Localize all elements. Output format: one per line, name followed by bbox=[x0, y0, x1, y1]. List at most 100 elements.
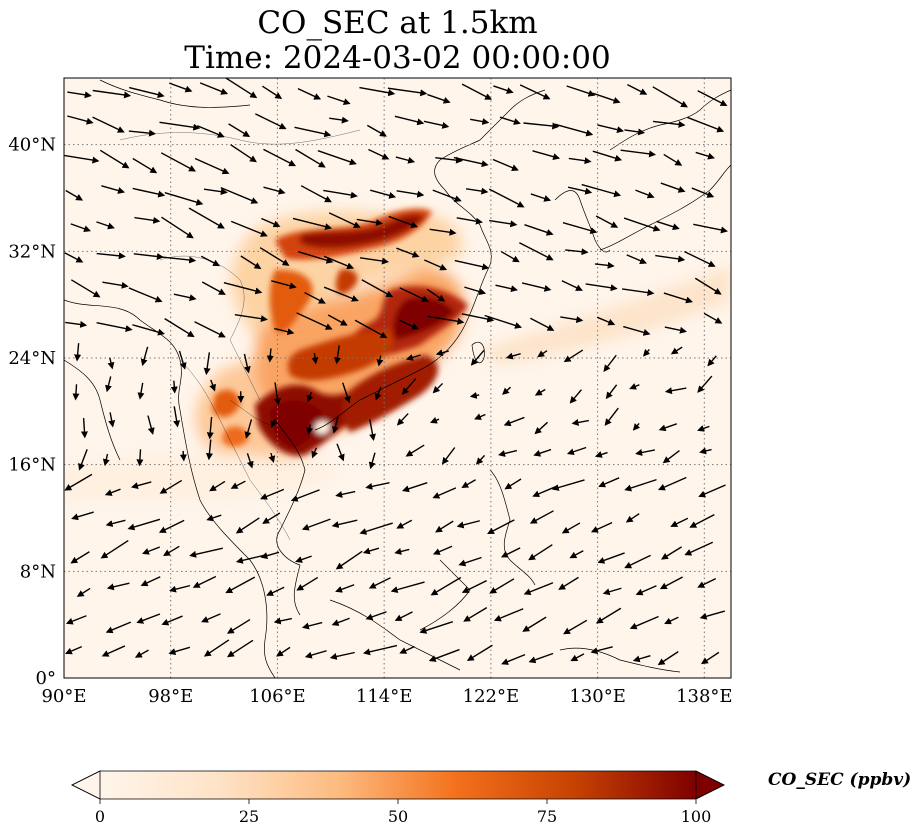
wind-arrow bbox=[470, 349, 485, 366]
wind-arrow bbox=[228, 123, 251, 138]
wind-arrow bbox=[304, 650, 327, 659]
wind-arrow bbox=[226, 618, 251, 634]
wind-arrow bbox=[163, 545, 180, 557]
wind-arrow bbox=[161, 216, 194, 239]
wind-arrow bbox=[493, 608, 524, 622]
wind-arrow bbox=[170, 380, 178, 394]
wind-arrow bbox=[101, 185, 125, 194]
wind-arrow bbox=[374, 386, 382, 401]
wind-arrow bbox=[501, 654, 526, 665]
wind-arrow bbox=[585, 283, 618, 292]
colorbar-extend-max bbox=[695, 770, 725, 800]
wind-arrow bbox=[424, 259, 448, 271]
wind-arrow bbox=[595, 215, 619, 228]
longitude-ticks: 90°E 98°E 106°E 114°E 122°E 130°E 138°E bbox=[41, 686, 732, 707]
wind-arrow bbox=[569, 389, 582, 404]
wind-arrow bbox=[435, 156, 464, 164]
wind-arrow bbox=[179, 450, 187, 462]
wind-arrow bbox=[131, 481, 152, 489]
wind-arrow bbox=[590, 646, 613, 655]
map-subtitle: Time: 2024-03-02 00:00:00 bbox=[184, 40, 611, 76]
wind-vectors bbox=[64, 78, 728, 666]
wind-arrow bbox=[260, 551, 280, 560]
wind-arrow bbox=[561, 280, 583, 291]
wind-arrow bbox=[697, 578, 717, 588]
lat-tick-label: 24°N bbox=[8, 348, 56, 369]
lon-tick-label: 122°E bbox=[463, 686, 520, 707]
wind-arrow bbox=[224, 78, 258, 99]
wind-arrow bbox=[297, 87, 322, 100]
wind-arrow bbox=[653, 120, 686, 128]
wind-arrow bbox=[625, 513, 640, 523]
wind-arrow bbox=[271, 280, 297, 290]
wind-arrow bbox=[401, 378, 417, 395]
wind-arrow bbox=[399, 645, 415, 654]
wind-arrow bbox=[657, 651, 679, 666]
colorbar-tick-label: 0 bbox=[95, 807, 105, 826]
wind-arrow bbox=[663, 153, 683, 166]
wind-arrow bbox=[406, 354, 421, 361]
wind-arrow bbox=[173, 293, 197, 302]
wind-arrow bbox=[362, 547, 380, 555]
wind-arrow bbox=[201, 613, 221, 623]
wind-arrow bbox=[461, 83, 493, 100]
colorbar-tick-label: 100 bbox=[681, 807, 712, 826]
wind-arrow bbox=[624, 478, 657, 492]
wind-arrow bbox=[399, 319, 419, 330]
wind-arrow bbox=[159, 479, 183, 494]
wind-arrow bbox=[664, 387, 687, 395]
wind-arrow bbox=[670, 517, 689, 527]
wind-arrow bbox=[661, 546, 683, 560]
wind-arrow bbox=[551, 479, 585, 491]
wind-arrow bbox=[388, 215, 419, 229]
wind-arrow bbox=[697, 90, 728, 107]
wind-arrow bbox=[70, 223, 91, 233]
wind-arrow bbox=[323, 189, 358, 199]
wind-arrow bbox=[534, 388, 546, 396]
wind-arrow bbox=[102, 281, 129, 289]
wind-arrow bbox=[246, 453, 254, 469]
wind-arrow bbox=[105, 376, 112, 393]
wind-arrow bbox=[498, 449, 518, 457]
wind-arrow bbox=[405, 444, 425, 457]
wind-arrow bbox=[597, 552, 625, 564]
wind-arrow bbox=[470, 118, 490, 125]
wind-arrow bbox=[132, 187, 166, 198]
wind-arrow bbox=[306, 391, 314, 403]
wind-arrow bbox=[188, 207, 225, 229]
wind-arrow bbox=[565, 248, 589, 256]
wind-arrow bbox=[240, 255, 262, 270]
wind-arrow bbox=[67, 115, 94, 125]
wind-arrow bbox=[566, 446, 587, 456]
wind-arrow bbox=[656, 220, 680, 231]
gridlines bbox=[64, 78, 731, 678]
wind-arrow bbox=[329, 651, 355, 660]
wind-arrow bbox=[662, 450, 680, 464]
wind-arrow bbox=[626, 254, 647, 264]
concentration-field bbox=[64, 208, 731, 500]
wind-arrow bbox=[465, 187, 489, 195]
lon-tick-label: 98°E bbox=[148, 686, 193, 707]
wind-arrow bbox=[335, 584, 355, 593]
wind-arrow bbox=[227, 639, 254, 658]
wind-arrow bbox=[581, 183, 622, 198]
wind-arrow bbox=[292, 217, 333, 230]
lat-tick-label: 16°N bbox=[8, 455, 56, 476]
wind-arrow bbox=[194, 321, 226, 338]
wind-arrow bbox=[164, 192, 204, 206]
wind-arrow bbox=[108, 412, 116, 428]
wind-arrow bbox=[301, 518, 331, 531]
wind-arrow bbox=[159, 121, 201, 131]
wind-arrow bbox=[624, 554, 651, 569]
wind-arrow bbox=[426, 288, 446, 302]
wind-arrow bbox=[401, 481, 428, 493]
wind-arrow bbox=[396, 519, 413, 529]
wind-arrow bbox=[168, 646, 191, 655]
wind-arrow bbox=[429, 228, 457, 236]
wind-arrow bbox=[334, 345, 341, 365]
wind-arrow bbox=[235, 517, 260, 534]
wind-arrow bbox=[537, 350, 548, 358]
wind-arrow bbox=[530, 193, 552, 202]
wind-arrow bbox=[369, 419, 376, 442]
wind-arrow bbox=[255, 113, 287, 130]
